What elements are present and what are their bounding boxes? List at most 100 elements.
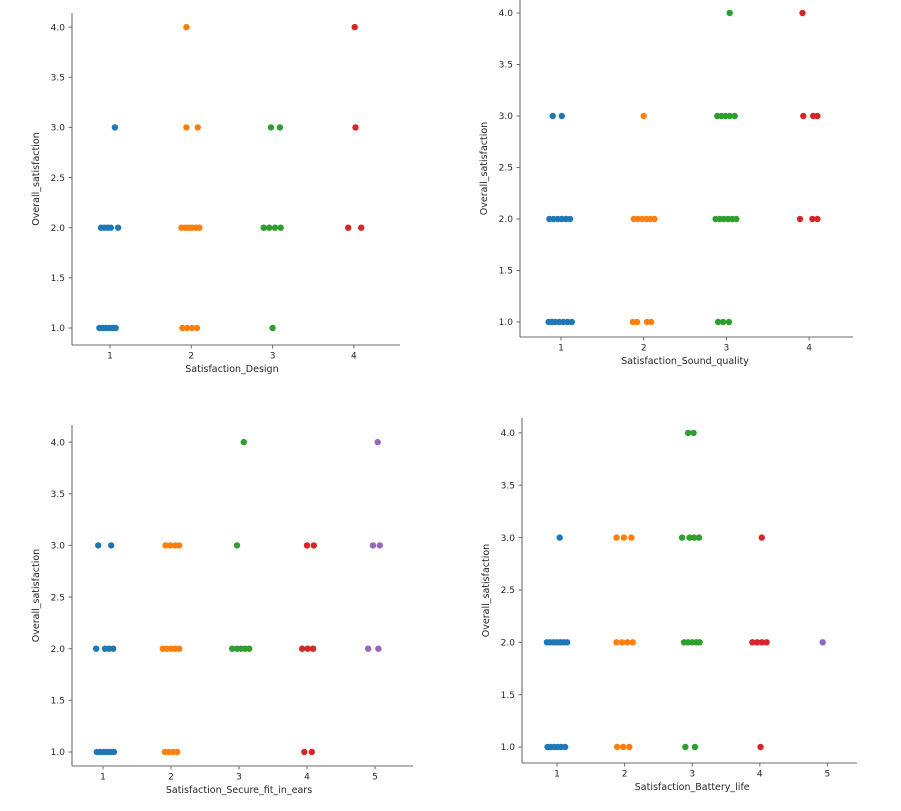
data-point	[176, 542, 183, 549]
y-tick-label: 2.5	[501, 586, 515, 596]
data-point	[682, 743, 689, 751]
x-axis-label: Satisfaction_Design	[185, 364, 278, 375]
data-point	[93, 645, 100, 652]
series-x2	[613, 534, 636, 751]
data-point	[757, 743, 764, 751]
x-tick-label: 2	[641, 344, 647, 354]
data-point	[301, 748, 308, 756]
data-point	[726, 9, 733, 17]
y-tick-label: 2.0	[501, 639, 516, 649]
y-axis-label: Overall_satisfaction	[481, 544, 492, 637]
data-point	[112, 324, 119, 332]
data-point	[375, 645, 382, 652]
y-tick-label: 3.5	[499, 61, 513, 71]
data-point	[266, 224, 273, 231]
data-point	[726, 112, 733, 120]
y-axis-label: Overall_satisfaction	[31, 132, 42, 225]
subplot-top-right: 1 2 3 4 1.0 1.5 2.0 2.5 3.0 3.5 4.0 Satisfaction_So…	[479, 0, 853, 367]
y-tick-label: 3.0	[51, 124, 66, 134]
data-point	[374, 438, 381, 446]
y-tick-label: 4.0	[51, 438, 66, 448]
y-tick-label: 1.5	[499, 267, 513, 277]
data-point	[260, 224, 267, 231]
x-tick-label: 5	[372, 773, 378, 783]
data-point	[613, 534, 620, 541]
data-point	[271, 224, 279, 231]
x-tick-label: 1	[558, 344, 564, 354]
y-tick-label: 2.0	[499, 215, 514, 225]
data-point	[365, 645, 372, 652]
data-point	[628, 534, 635, 541]
x-tick-label: 1	[107, 352, 113, 362]
series-x3	[229, 438, 253, 652]
series-x5	[819, 639, 826, 646]
y-axis-label: Overall_satisfaction	[479, 122, 490, 215]
data-point	[563, 639, 571, 646]
y-tick-label: 1.0	[51, 748, 66, 758]
y-tick-label: 1.0	[501, 743, 516, 753]
series-x2	[159, 542, 183, 756]
x-tick-label: 4	[757, 770, 763, 780]
series-x4	[299, 542, 317, 756]
data-point	[184, 324, 191, 332]
x-axis-label: Satisfaction_Secure_fit_in_ears	[166, 785, 312, 796]
data-point	[620, 743, 627, 751]
data-point	[110, 645, 117, 652]
data-point	[733, 215, 740, 223]
data-point	[800, 112, 807, 120]
data-point	[173, 748, 181, 756]
data-point	[179, 324, 186, 332]
y-tick-label: 1.0	[51, 324, 66, 334]
y-tick-label: 3.0	[499, 112, 514, 122]
data-point	[566, 215, 574, 223]
data-point	[303, 542, 311, 549]
data-point	[753, 639, 761, 646]
data-point	[351, 23, 358, 31]
series-x2	[178, 23, 203, 332]
data-point	[629, 639, 636, 646]
data-point	[678, 534, 686, 541]
x-tick-label: 1	[554, 770, 560, 780]
series-x4	[796, 9, 821, 223]
data-point	[763, 639, 770, 646]
x-axis-label: Satisfaction_Battery_life	[635, 782, 750, 793]
data-point	[233, 542, 241, 549]
data-point	[719, 318, 727, 326]
data-point	[799, 9, 806, 17]
data-point	[686, 534, 693, 541]
data-point	[110, 748, 118, 756]
data-point	[714, 318, 722, 326]
data-point	[162, 542, 169, 549]
data-point	[269, 324, 276, 332]
data-point	[183, 124, 190, 131]
x-tick-label: 4	[304, 773, 310, 783]
y-tick-label: 4.0	[499, 9, 514, 19]
data-point	[647, 318, 655, 326]
data-point	[188, 324, 196, 332]
series-x1	[96, 124, 122, 332]
data-point	[691, 534, 698, 541]
data-point	[183, 23, 190, 31]
data-point	[620, 534, 628, 541]
data-point	[758, 639, 765, 646]
y-tick-label: 1.0	[499, 318, 514, 328]
x-tick-label: 3	[689, 770, 695, 780]
y-tick-label: 4.0	[501, 429, 516, 439]
data-point	[95, 542, 102, 549]
data-point	[568, 318, 575, 326]
data-point	[277, 224, 284, 231]
y-tick-label: 2.5	[51, 174, 65, 184]
data-point	[814, 215, 821, 223]
data-point	[114, 224, 122, 231]
data-point	[684, 429, 692, 437]
x-tick-label: 2	[168, 773, 174, 783]
data-point	[194, 124, 201, 131]
y-tick-label: 1.5	[51, 697, 65, 707]
data-point	[556, 534, 563, 541]
data-point	[304, 645, 311, 652]
data-point	[240, 438, 247, 446]
subplot-bottom-left: 1 2 3 4 5 1.0 1.5 2.0 2.5 3.0 3.5 4.0 Satisfaction_S…	[31, 425, 413, 796]
series-x3	[260, 124, 284, 332]
data-point	[299, 645, 306, 652]
